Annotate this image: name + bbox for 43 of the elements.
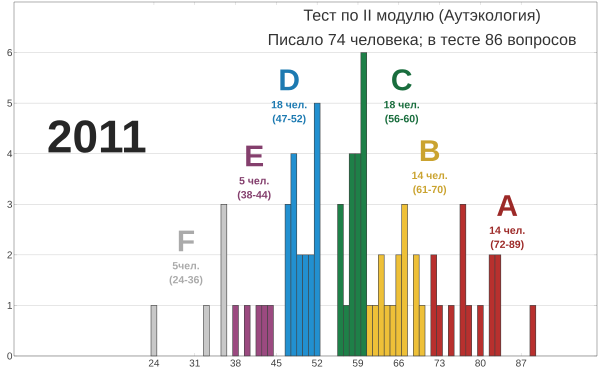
text: Писало 74 человека; в тесте 86 вопросов xyxy=(268,34,576,48)
annotation: 14 чел. xyxy=(490,226,525,234)
annotation: 5 чел. xyxy=(239,177,269,184)
annotation: 18 чел. xyxy=(272,100,307,108)
x-tick-label: 87 xyxy=(516,360,526,367)
annotation: 18 чел. xyxy=(384,100,420,108)
x-tick-label: 38 xyxy=(230,360,241,367)
annotation: 5чел. xyxy=(172,262,199,270)
annotation: B xyxy=(420,140,440,161)
annotation: (38-44) xyxy=(238,190,271,201)
annotation: 2011 xyxy=(48,120,146,153)
bar xyxy=(477,305,484,356)
x-tick-label: 80 xyxy=(475,360,486,367)
annotation: A xyxy=(497,195,518,216)
y-tick-label: 3 xyxy=(7,200,12,208)
y-tick-label: 4 xyxy=(7,150,12,158)
x-tick-label: 45 xyxy=(271,360,282,366)
x-tick-label: 73 xyxy=(434,360,445,367)
x-tick-label: 31 xyxy=(190,360,200,367)
annotation: C xyxy=(392,69,412,90)
annotation: E xyxy=(246,146,264,166)
y-tick-label: 6 xyxy=(7,49,12,56)
x-tick-label: 66 xyxy=(394,360,404,367)
annotation: 14 чел. xyxy=(412,172,447,180)
annotation: D xyxy=(280,70,299,90)
annotation: (47-52) xyxy=(272,114,306,124)
bar xyxy=(448,305,454,356)
y-tick-label: 1 xyxy=(8,302,12,309)
y-tick-label: 5 xyxy=(7,100,12,107)
x-tick-label: 24 xyxy=(148,360,160,366)
bar xyxy=(530,305,536,356)
annotation: (24-36) xyxy=(170,276,202,286)
bar xyxy=(244,305,250,356)
annotation: (56-60) xyxy=(385,114,418,124)
y-tick-label: 2 xyxy=(7,251,12,258)
x-tick-label: 59 xyxy=(352,360,364,367)
annotation: F xyxy=(178,230,194,252)
x-tick-label: 52 xyxy=(312,360,322,367)
annotation: (61-70) xyxy=(413,185,446,196)
bar xyxy=(232,305,239,356)
chart-title: Тест по II модулю (Аутэкология) xyxy=(304,9,540,24)
annotation: (72-89) xyxy=(490,240,524,250)
y-tick-label: 0 xyxy=(7,352,12,360)
